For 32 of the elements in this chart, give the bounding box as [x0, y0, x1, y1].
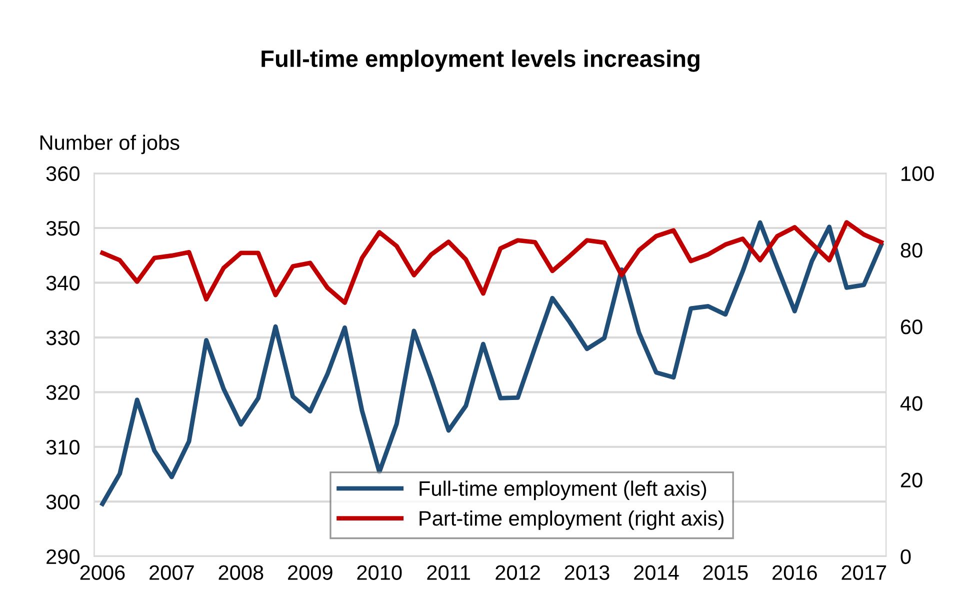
- y2-tick-label: 20: [900, 472, 922, 488]
- y-tick-label: 330: [46, 330, 80, 346]
- x-tick-label: 2011: [427, 565, 470, 580]
- y2-tick-label: 40: [900, 396, 922, 411]
- line-series: [100, 220, 884, 305]
- x-tick-label: 2009: [288, 565, 332, 580]
- chart-title: Full-time employment levels increasing: [262, 50, 700, 72]
- x-tick-label: 2010: [357, 565, 402, 580]
- y-tick-label: 290: [46, 549, 80, 564]
- line-series: [100, 220, 884, 506]
- y-tick-label: 360: [46, 166, 80, 182]
- legend-label: Part-time employment (right axis): [420, 510, 724, 530]
- x-tick-label: 2015: [703, 565, 748, 580]
- x-tick-label: 2008: [218, 565, 264, 580]
- y-tick-label: 310: [46, 440, 80, 455]
- x-tick-label: 2006: [80, 565, 125, 580]
- legend-label: Full-time employment (left axis): [420, 480, 706, 500]
- y-tick-label: 320: [46, 385, 80, 400]
- y-tick-label: 350: [46, 221, 80, 236]
- y2-tick-label: 60: [900, 319, 922, 334]
- y-tick-label: 340: [46, 276, 80, 290]
- x-tick-label: 2007: [150, 565, 194, 580]
- x-tick-label: 2013: [564, 565, 610, 580]
- x-tick-label: 2014: [634, 565, 679, 580]
- y2-tick-label: 100: [902, 166, 934, 182]
- y2-tick-label: 80: [900, 242, 922, 258]
- x-tick-label: 2016: [772, 565, 817, 580]
- y-axis-title: Number of jobs: [40, 134, 180, 154]
- x-tick-label: 2017: [842, 565, 886, 580]
- y-tick-label: 300: [46, 494, 80, 510]
- y2-tick-label: 0: [900, 549, 911, 564]
- x-tick-label: 2012: [496, 565, 540, 580]
